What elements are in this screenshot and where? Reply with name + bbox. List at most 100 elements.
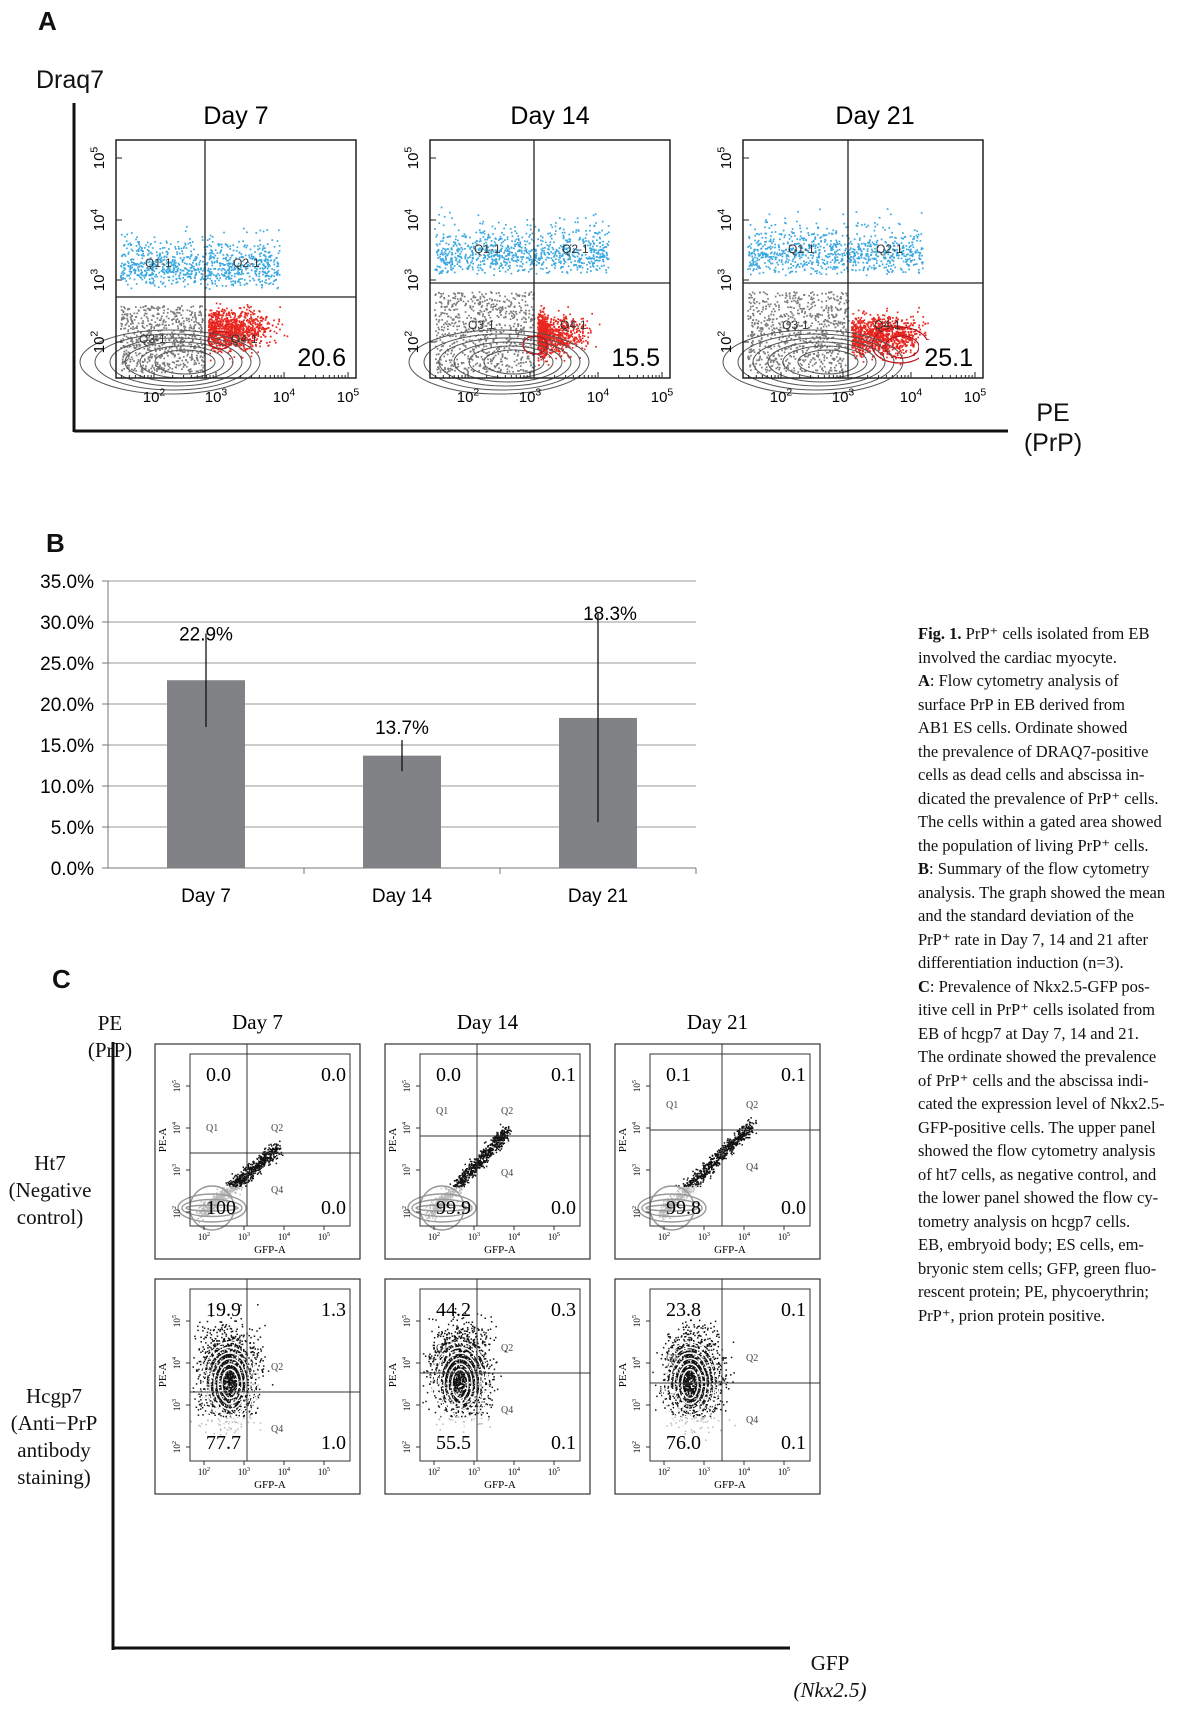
- event-dot: [506, 236, 509, 238]
- event-dot: [196, 354, 198, 357]
- event-dot: [441, 341, 444, 344]
- event-dot: [542, 247, 544, 250]
- event-dot: [160, 275, 163, 278]
- event-dot: [490, 304, 493, 306]
- event-dot: [174, 354, 176, 356]
- event-dot: [487, 328, 489, 330]
- event-dot: [593, 249, 595, 252]
- event-dot: [216, 345, 218, 347]
- event-dot: [225, 276, 228, 279]
- event-dot: [200, 267, 202, 269]
- event-dot: [186, 365, 188, 368]
- event-dot: [247, 261, 250, 264]
- event-dot: [215, 321, 218, 324]
- event-dot: [568, 356, 570, 359]
- event-dot: [526, 224, 529, 226]
- event-dot: [201, 305, 203, 308]
- event-dot: [539, 338, 542, 341]
- event-dot: [496, 299, 499, 302]
- event-dot: [175, 309, 178, 311]
- event-dot: [192, 316, 194, 319]
- event-dot: [218, 311, 221, 313]
- event-dot: [151, 252, 153, 255]
- event-dot: [542, 324, 545, 327]
- event-dot: [123, 317, 126, 320]
- event-dot: [147, 261, 149, 264]
- event-dot: [121, 262, 123, 265]
- event-dot: [133, 327, 136, 330]
- event-dot: [492, 245, 495, 248]
- y-tick-label: 105: [88, 147, 108, 170]
- event-dot: [195, 264, 198, 266]
- event-dot: [221, 316, 223, 319]
- event-dot: [210, 315, 213, 318]
- event-dot: [242, 335, 245, 337]
- event-dot: [255, 345, 257, 347]
- event-dot: [272, 324, 274, 327]
- event-dot: [217, 321, 220, 323]
- event-dot: [162, 281, 165, 284]
- event-dot: [186, 354, 188, 357]
- event-dot: [126, 341, 129, 344]
- event-dot: [483, 351, 485, 353]
- event-dot: [472, 365, 475, 368]
- event-dot: [535, 257, 537, 260]
- event-dot: [581, 334, 584, 337]
- event-dot: [171, 331, 173, 334]
- event-dot: [152, 342, 155, 344]
- event-dot: [273, 269, 276, 271]
- event-dot: [226, 253, 228, 256]
- event-dot: [559, 319, 561, 321]
- event-dot: [168, 279, 170, 282]
- event-dot: [162, 266, 164, 268]
- event-dot: [471, 266, 474, 269]
- event-dot: [146, 241, 149, 244]
- event-dot: [448, 308, 450, 311]
- event-dot: [155, 361, 158, 364]
- event-dot: [211, 324, 214, 326]
- event-dot: [164, 364, 166, 367]
- event-dot: [499, 255, 501, 257]
- event-dot: [278, 274, 281, 276]
- event-dot: [254, 329, 257, 332]
- event-dot: [566, 324, 568, 327]
- event-dot: [135, 340, 138, 343]
- event-dot: [236, 272, 238, 275]
- event-dot: [554, 330, 557, 333]
- event-dot: [475, 231, 478, 234]
- event-dot: [197, 269, 199, 271]
- event-dot: [247, 325, 250, 327]
- event-dot: [458, 320, 460, 323]
- event-dot: [224, 343, 226, 346]
- event-dot: [167, 276, 170, 278]
- event-dot: [559, 350, 561, 353]
- event-dot: [264, 255, 267, 258]
- event-dot: [261, 328, 263, 331]
- event-dot: [515, 238, 518, 241]
- event-dot: [181, 259, 184, 261]
- event-dot: [521, 258, 523, 261]
- event-dot: [143, 277, 146, 279]
- event-dot: [435, 302, 437, 304]
- event-dot: [502, 300, 505, 303]
- event-dot: [234, 314, 236, 317]
- event-dot: [151, 261, 154, 263]
- event-dot: [508, 339, 510, 341]
- event-dot: [208, 252, 211, 255]
- event-dot: [475, 346, 477, 349]
- event-dot: [437, 362, 440, 364]
- event-dot: [443, 297, 446, 300]
- event-dot: [215, 329, 217, 332]
- event-dot: [167, 272, 169, 274]
- event-dot: [156, 338, 159, 341]
- event-dot: [214, 282, 217, 285]
- event-dot: [503, 234, 505, 236]
- event-dot: [167, 368, 170, 371]
- event-dot: [543, 318, 545, 320]
- event-dot: [160, 261, 163, 263]
- event-dot: [467, 355, 470, 358]
- event-dot: [525, 318, 527, 321]
- event-dot: [217, 268, 220, 271]
- event-dot: [126, 319, 129, 321]
- event-dot: [509, 338, 512, 341]
